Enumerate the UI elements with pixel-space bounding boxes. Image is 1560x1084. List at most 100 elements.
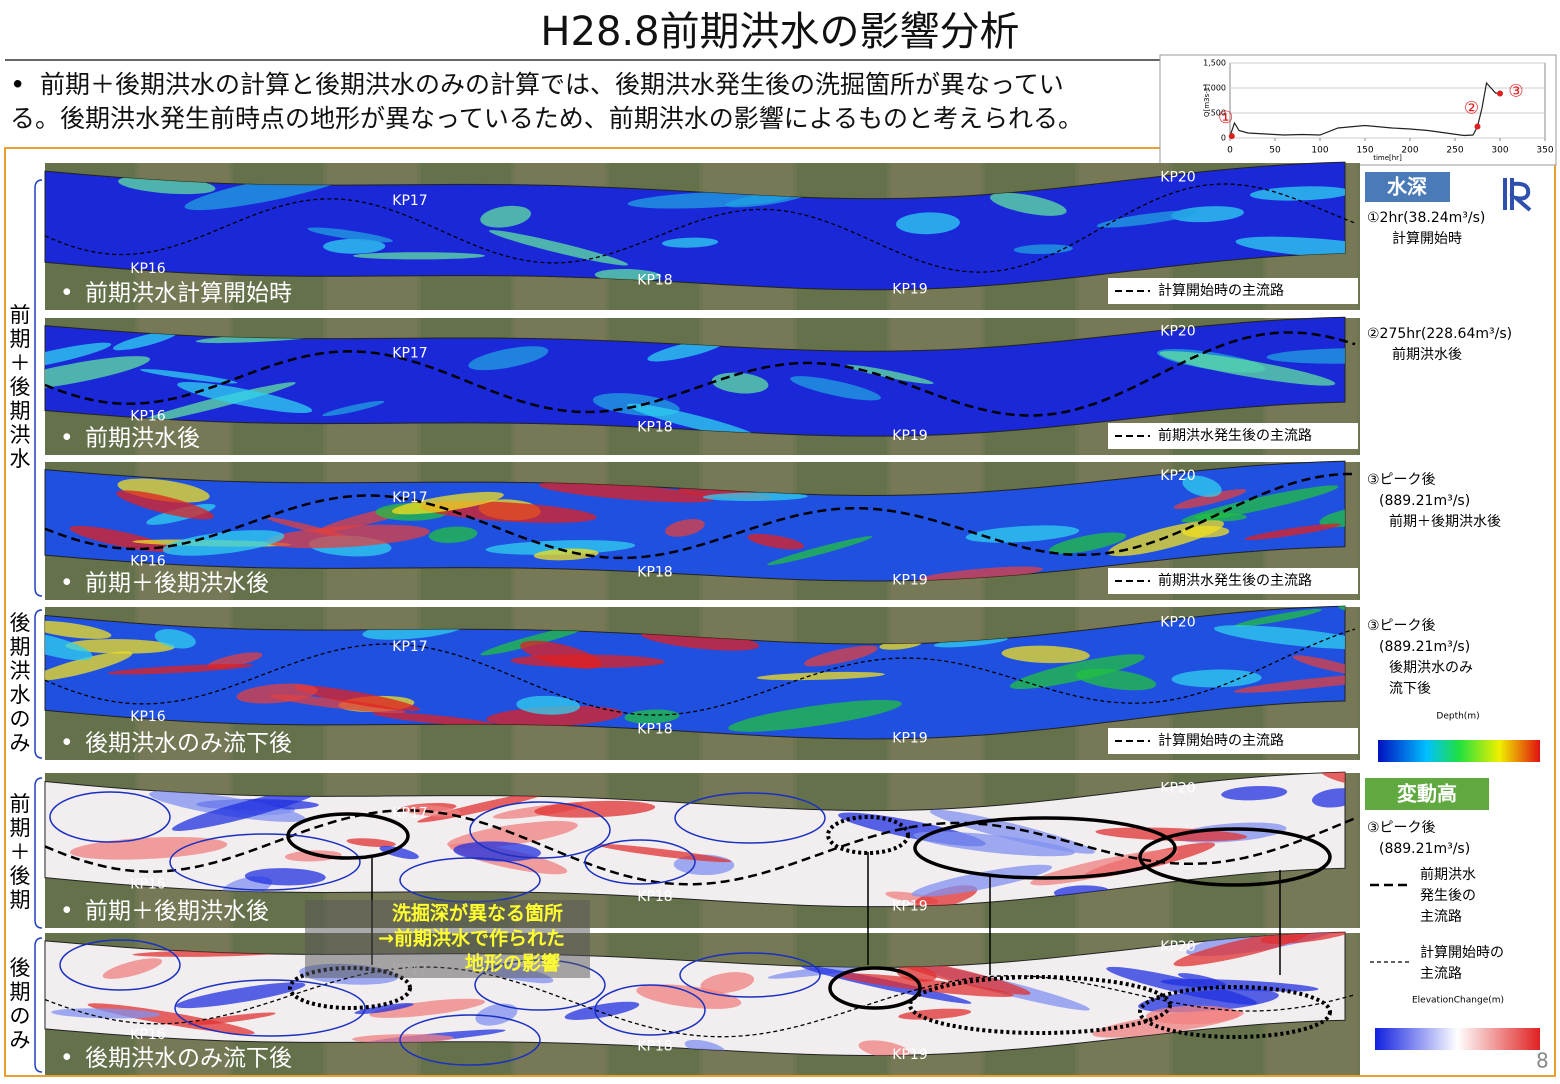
flow-patch xyxy=(102,958,163,979)
note-line: ③ピーク後 xyxy=(1367,472,1436,488)
title-box xyxy=(1365,778,1489,810)
flow-patch xyxy=(627,403,759,437)
bracket xyxy=(34,179,43,597)
flow-patch xyxy=(1244,523,1342,541)
note-line: 後期洪水のみ xyxy=(1389,660,1473,676)
kp-label: KP19 xyxy=(892,1047,927,1063)
flow-patch xyxy=(346,838,396,847)
flow-patch xyxy=(594,268,662,282)
kp-label: KP16 xyxy=(130,709,166,725)
highlight-ellipse xyxy=(49,791,171,843)
flow-patch xyxy=(597,844,732,863)
flow-patch xyxy=(1234,608,1322,627)
x-tick-label: 300 xyxy=(1491,146,1508,156)
focus-ellipse xyxy=(908,975,1172,1035)
flow-patch xyxy=(480,205,531,228)
flow-patch xyxy=(45,651,133,681)
side-label: 後 xyxy=(10,611,31,635)
page-number: 8 xyxy=(1536,1049,1549,1073)
flow-patch xyxy=(69,525,172,552)
flow-patch xyxy=(728,699,902,732)
flow-patch xyxy=(162,530,285,556)
side-label: の xyxy=(10,707,31,731)
legend-label: 発生後の xyxy=(1420,888,1476,904)
highlight-ellipse xyxy=(594,984,706,1036)
plot-area xyxy=(1229,62,1546,139)
flow-patch xyxy=(1318,772,1345,785)
side-label: み xyxy=(10,731,31,755)
panel-label: 前期洪水計算開始時 xyxy=(85,281,292,307)
flow-patch xyxy=(116,490,214,520)
legend-label: 前期洪水発生後の主流路 xyxy=(1158,427,1312,444)
flow-patch xyxy=(269,694,406,714)
highlight-ellipse xyxy=(59,939,181,991)
title-box xyxy=(1365,172,1450,202)
river-detail xyxy=(69,772,1345,907)
legend-label: 前期洪水 xyxy=(1420,866,1476,883)
highlight-ellipse xyxy=(469,801,611,859)
kp-label: KP20 xyxy=(1160,324,1195,340)
kp-label: KP16 xyxy=(130,409,166,425)
main-channel xyxy=(44,809,1356,886)
note-line: 前期洪水後 xyxy=(1392,346,1462,363)
flow-patch xyxy=(485,540,636,555)
flow-patch xyxy=(1233,672,1345,693)
flow-patch xyxy=(533,548,599,561)
bracket xyxy=(34,937,43,1073)
bullet-line: 前期＋後期洪水の計算と後期洪水のみの計算では、後期洪水発生後の洗掘箇所が異なって… xyxy=(40,70,1064,99)
side-label: 洪 xyxy=(10,659,31,683)
flow-patch xyxy=(45,342,112,372)
x-axis-label: time[hr] xyxy=(1373,154,1402,162)
x-tick-label: 350 xyxy=(1536,146,1553,156)
x-tick-label: 200 xyxy=(1401,146,1418,156)
legend-label: 計算開始時の主流路 xyxy=(1158,283,1284,299)
kp-label: KP19 xyxy=(892,731,927,747)
section-title: 水深 xyxy=(1387,175,1427,199)
title: H28.8前期洪水の影響分析 xyxy=(540,9,1019,55)
map-panel: KP16 KP17 KP18 KP19 KP20 • 前期洪水計算開始時 計算開始時の主流路 xyxy=(44,161,1360,310)
frame xyxy=(4,147,1556,1077)
bullet-dot: • xyxy=(10,71,25,101)
flow-patch xyxy=(372,712,496,727)
flow-patch xyxy=(175,982,306,1009)
section-title: 変動高 xyxy=(1397,782,1457,806)
panel-label: • xyxy=(60,731,74,757)
kp-label: KP16 xyxy=(130,261,166,277)
flow-patch xyxy=(965,525,1080,543)
note-line: 流下後 xyxy=(1389,681,1431,697)
kp-label: KP18 xyxy=(637,889,672,905)
flow-patch xyxy=(700,972,755,994)
kp-label: KP17 xyxy=(392,805,427,821)
y-axis-label: Q[m3s-1] xyxy=(1203,84,1211,117)
main-channel xyxy=(44,331,1356,417)
kp-label: KP19 xyxy=(892,898,927,914)
y-tick-label: 1,000 xyxy=(1203,84,1226,93)
panel-label: • xyxy=(60,571,74,597)
flow-patch xyxy=(1260,932,1345,944)
flow-patch xyxy=(187,1012,276,1026)
note-line: 計算開始時 xyxy=(1392,231,1462,247)
note-line: (889.21m³/s) xyxy=(1379,841,1470,857)
highlight-ellipse xyxy=(169,833,361,891)
note-line: ③ピーク後 xyxy=(1367,618,1436,634)
panel-label: 後期洪水のみ流下後 xyxy=(85,731,292,757)
note-line: (889.21m³/s) xyxy=(1379,493,1470,509)
legend-label: 計算開始時の主流路 xyxy=(1158,733,1284,749)
kp-label: KP17 xyxy=(392,346,427,362)
side-label: 後 xyxy=(10,864,31,888)
marker-label: ② xyxy=(1464,99,1479,119)
highlight-ellipse xyxy=(399,1014,541,1066)
side-label: 期 xyxy=(10,980,31,1004)
flow-patch xyxy=(140,368,238,384)
kp-label: KP19 xyxy=(892,428,927,444)
flow-patch xyxy=(1292,655,1345,676)
flow-patch xyxy=(244,868,326,886)
kp-label: KP16 xyxy=(130,877,166,893)
flow-patch xyxy=(624,709,680,724)
panel-label: 前期＋後期洪水後 xyxy=(85,571,269,597)
flow-patch xyxy=(1009,654,1145,690)
x-tick-label: 100 xyxy=(1311,146,1328,156)
flow-patch xyxy=(702,492,808,502)
map-panel: KP16 KP17 KP18 KP19 KP20 • 前期＋後期洪水後 前期洪水発生後の主流路 xyxy=(44,460,1360,600)
flow-patch xyxy=(1235,236,1345,259)
